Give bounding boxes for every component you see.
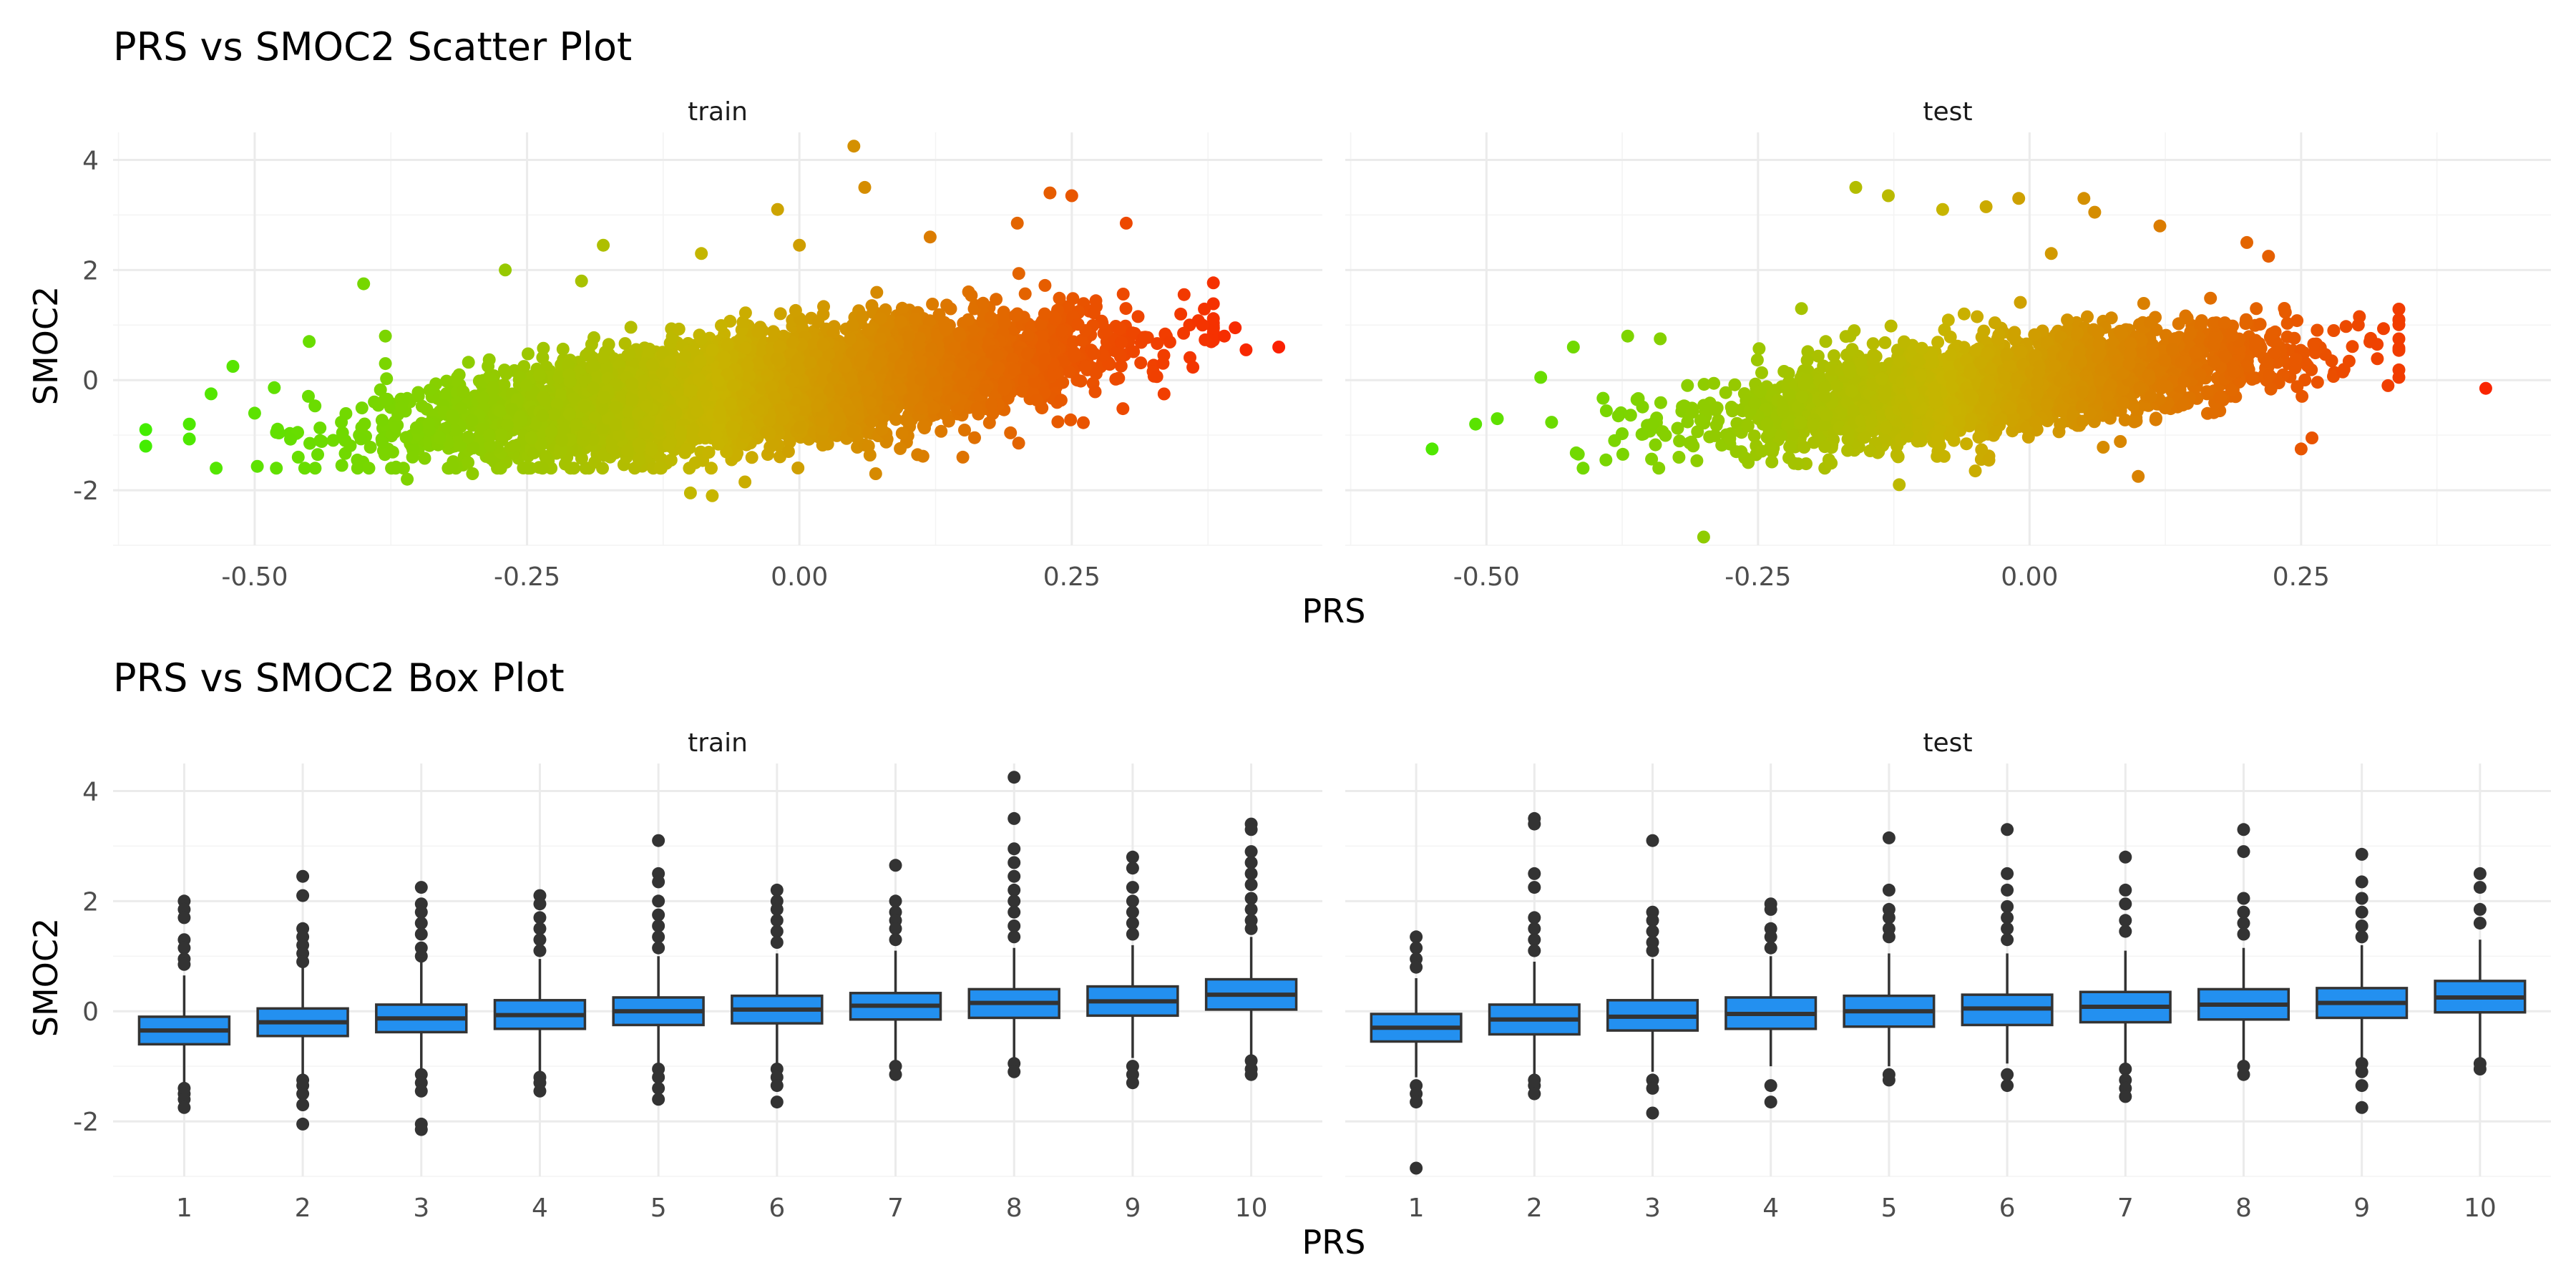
data-point [1038, 278, 1052, 292]
data-point [1206, 276, 1220, 290]
data-point [1150, 370, 1163, 384]
data-point [633, 453, 645, 467]
data-point [870, 286, 884, 299]
data-point [554, 445, 567, 459]
data-point [399, 431, 413, 444]
data-point [895, 426, 909, 440]
data-point [462, 456, 475, 469]
scatter-chart: PRS vs SMOC2 Scatter Plot train -0.50 -0.… [26, 24, 2551, 630]
data-point [343, 439, 357, 452]
data-point [1184, 351, 1196, 364]
data-point [389, 462, 402, 475]
data-point [1199, 333, 1212, 346]
data-point [958, 424, 971, 436]
data-point [462, 356, 475, 369]
data-point [695, 332, 708, 346]
data-point [210, 462, 223, 475]
scatter-panel-train: train -0.50 -0.25 0.00 0.25 [113, 97, 1322, 592]
data-point [774, 307, 787, 321]
data-point [1066, 292, 1080, 306]
data-point [380, 372, 394, 386]
data-point [517, 360, 531, 374]
data-point [895, 301, 909, 315]
data-point [935, 424, 948, 438]
data-point [362, 462, 376, 475]
data-point [1134, 356, 1148, 370]
data-point [926, 298, 940, 311]
data-point [817, 300, 830, 313]
data-point [308, 462, 322, 475]
data-point [1186, 361, 1200, 374]
data-point [587, 331, 600, 344]
data-point [375, 414, 389, 427]
data-point [1131, 310, 1145, 323]
data-point [1157, 348, 1171, 362]
data-point [411, 389, 425, 403]
data-point [745, 451, 758, 464]
data-point [968, 431, 981, 444]
data-point [899, 413, 913, 426]
data-point [579, 462, 592, 475]
data-point [624, 321, 638, 334]
data-point [376, 435, 389, 449]
data-point [303, 436, 316, 450]
data-point [268, 381, 281, 394]
data-point [311, 448, 324, 462]
data-point [482, 353, 496, 366]
data-point [791, 462, 805, 474]
data-point [182, 432, 196, 446]
data-point [1012, 267, 1025, 280]
data-point [313, 421, 327, 435]
data-point [559, 457, 572, 471]
data-point [894, 441, 907, 455]
data-point [517, 462, 530, 474]
scatter-points-train [139, 140, 1286, 502]
data-point [298, 462, 311, 475]
data-point [1151, 337, 1164, 351]
data-point [418, 452, 431, 465]
data-point [1018, 287, 1032, 301]
data-point [1064, 413, 1078, 426]
data-point [1157, 387, 1171, 401]
data-point [358, 417, 371, 431]
data-point [355, 401, 369, 415]
data-point [522, 347, 535, 361]
data-point [664, 454, 678, 467]
data-point [965, 288, 978, 302]
data-point [1051, 415, 1065, 429]
data-point [308, 399, 322, 413]
data-point [715, 319, 728, 332]
data-point [1198, 302, 1211, 316]
data-point [1116, 402, 1130, 416]
data-point [1004, 426, 1018, 439]
data-point [990, 293, 1003, 306]
data-point [378, 448, 391, 462]
data-point [1053, 291, 1066, 305]
data-point [494, 462, 507, 475]
data-point [1077, 416, 1090, 429]
data-point [672, 322, 686, 336]
data-point [406, 450, 419, 464]
data-point [445, 459, 459, 472]
data-point [270, 462, 283, 475]
data-point [597, 351, 610, 364]
data-point [284, 432, 297, 446]
data-point [1114, 359, 1128, 373]
scatter-facet-label-train: train [688, 97, 748, 127]
data-point [354, 432, 368, 446]
data-point [618, 337, 632, 351]
data-point [250, 459, 264, 473]
data-point [1012, 436, 1025, 450]
data-point [738, 306, 752, 320]
scatter-chart-title: PRS vs SMOC2 Scatter Plot [113, 24, 632, 69]
data-point [781, 445, 795, 458]
